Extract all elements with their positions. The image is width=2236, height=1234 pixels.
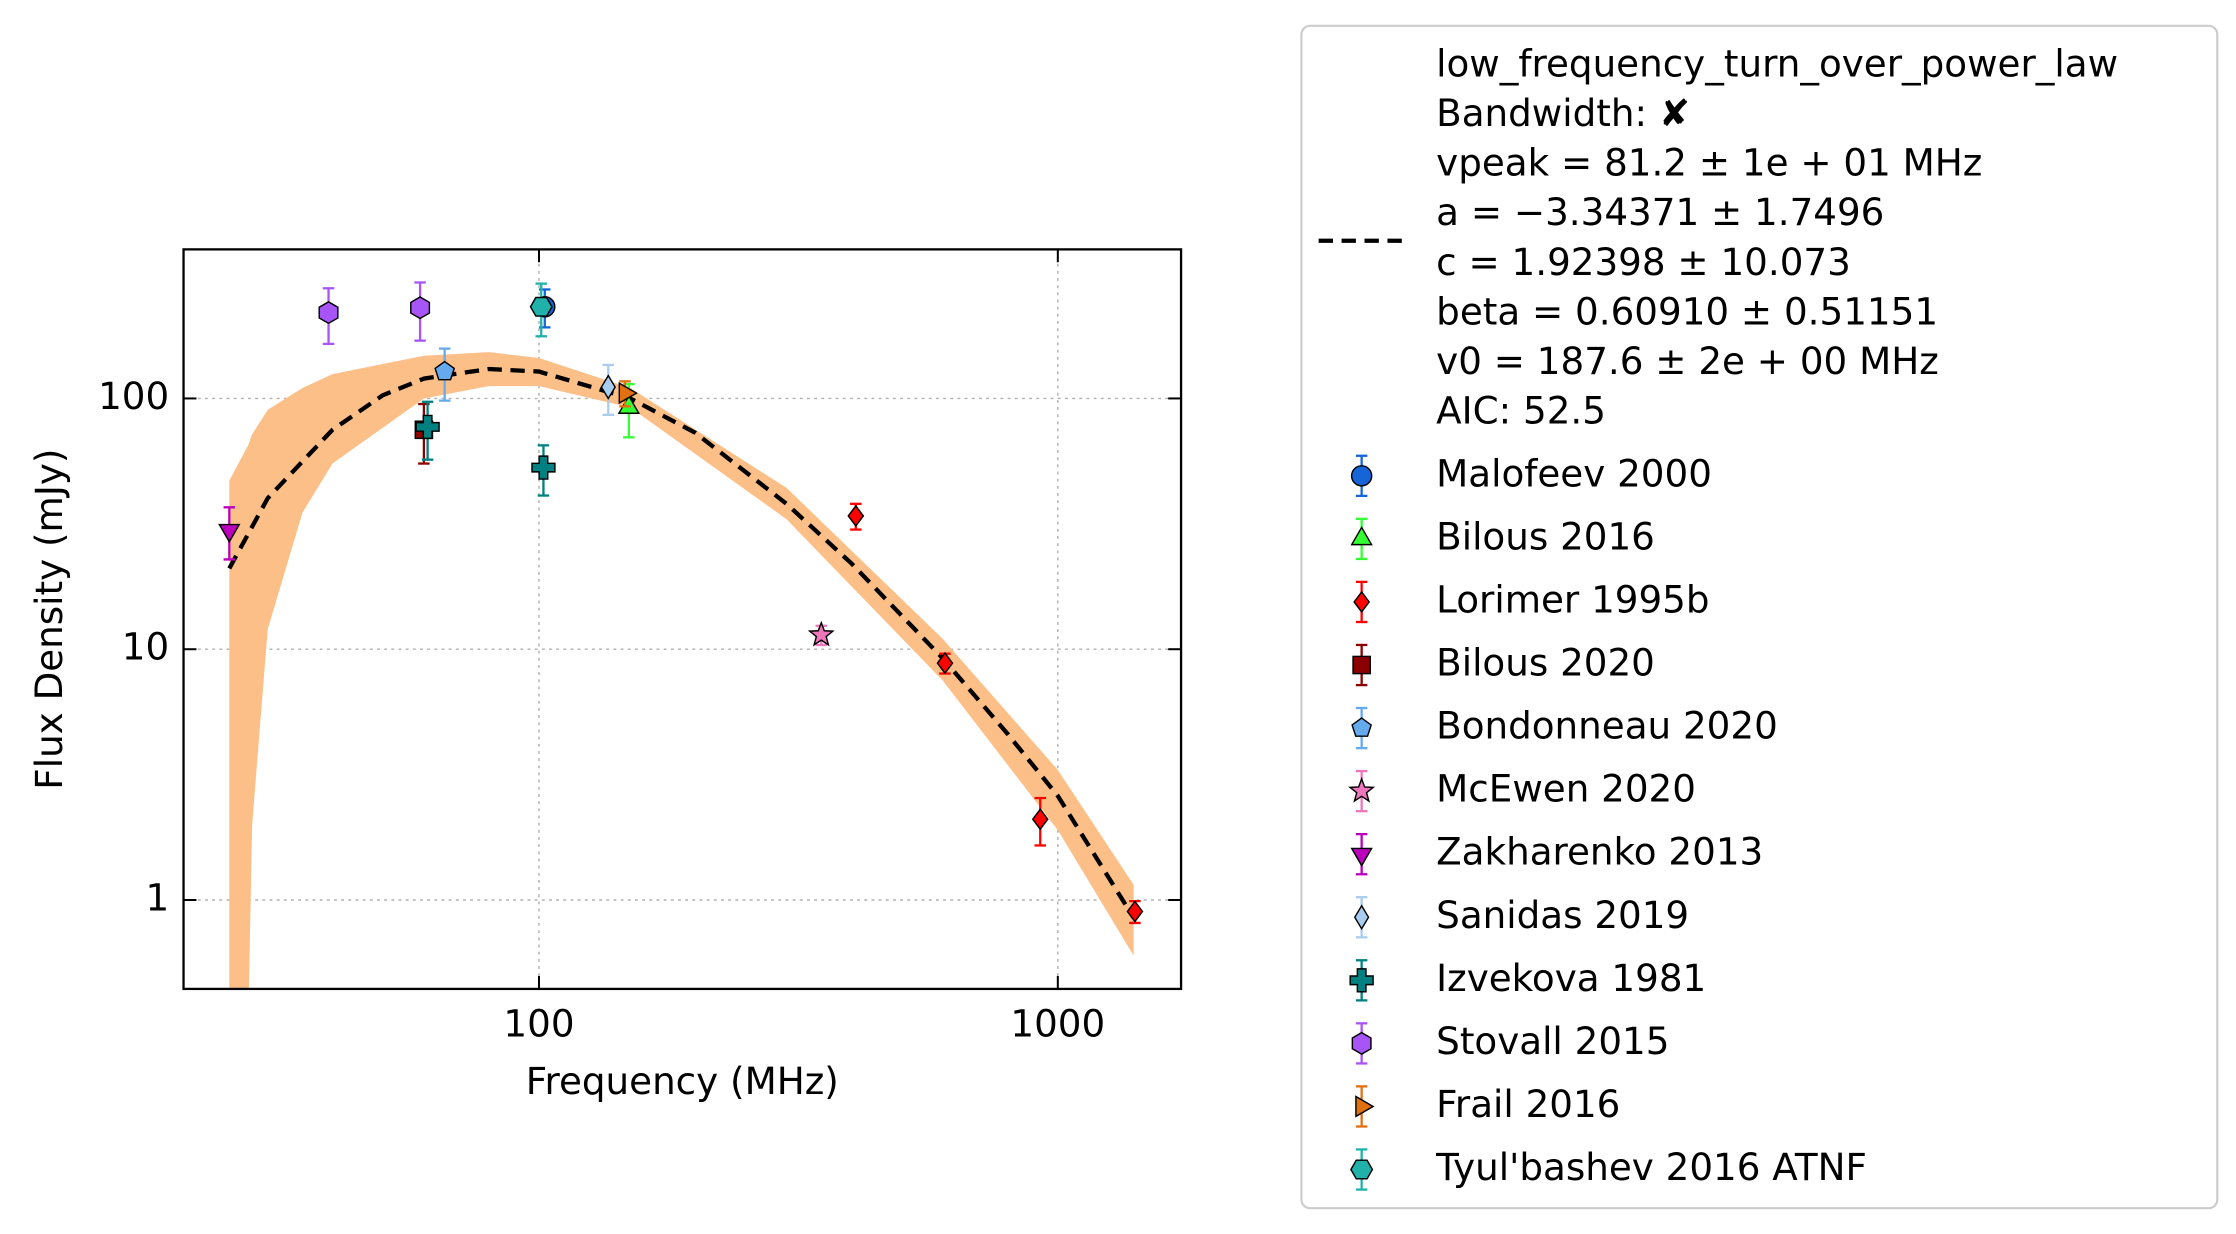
fit-line (227, 366, 1136, 919)
legend-box (1300, 24, 2219, 1210)
legend-marker (1348, 776, 1376, 803)
plot-area (183, 249, 1182, 989)
fit-uncertainty-band (229, 352, 1134, 989)
legend-marker (1353, 590, 1371, 614)
legend-marker (1355, 1095, 1375, 1118)
legend-label: Bilous 2016 (1436, 514, 1655, 558)
legend-fit-label: Bandwidth: ✘ (1436, 91, 1690, 135)
legend-label: Lorimer 1995b (1436, 577, 1709, 621)
data-point (847, 504, 865, 528)
data-point (410, 296, 431, 320)
data-point (617, 394, 641, 414)
legend-label: Sanidas 2019 (1436, 893, 1689, 937)
x-tick-label: 1000 (1010, 1002, 1105, 1046)
data-point (936, 651, 954, 675)
x-tick-label: 100 (503, 1002, 574, 1046)
x-axis-label: Frequency (MHz) (526, 1059, 839, 1103)
legend-marker (1350, 847, 1373, 868)
y-tick-label: 1 (146, 875, 170, 919)
data-point (618, 381, 638, 405)
legend: low_frequency_turn_over_power_law Bandwid… (1318, 41, 2118, 1191)
legend-fit-label: c = 1.92398 ± 10.073 (1436, 240, 1851, 284)
legend-marker (1350, 465, 1373, 487)
legend-label: Bilous 2020 (1436, 641, 1655, 685)
legend-fit-label: low_frequency_turn_over_power_law (1436, 41, 2118, 85)
legend-fit-label: v0 = 187.6 ± 2e + 00 MHz (1436, 339, 1939, 383)
y-tick-label: 10 (122, 625, 169, 669)
legend-marker (1350, 1159, 1374, 1180)
legend-marker (1353, 904, 1370, 931)
legend-marker (1351, 717, 1373, 737)
legend-marker (1349, 968, 1374, 993)
legend-label: McEwen 2020 (1436, 767, 1696, 811)
data-point (529, 296, 553, 317)
legend-label: Izvekova 1981 (1436, 956, 1706, 1000)
data-point (434, 360, 456, 381)
legend-fit-label: AIC: 52.5 (1436, 389, 1606, 433)
legend-label: Zakharenko 2013 (1436, 830, 1763, 874)
y-axis-label: Flux Density (mJy) (27, 449, 71, 790)
data-point (1031, 807, 1049, 831)
legend-marker (1350, 525, 1373, 546)
data-point (318, 300, 339, 325)
y-tick-label: 100 (98, 374, 169, 418)
legend-label: Stovall 2015 (1436, 1019, 1669, 1063)
data-point (807, 620, 835, 647)
legend-label: Bondonneau 2020 (1436, 704, 1778, 748)
legend-label: Malofeev 2000 (1436, 451, 1712, 495)
axes-frame (182, 248, 1183, 991)
legend-fit-label: a = −3.34371 ± 1.7496 (1436, 190, 1884, 234)
legend-marker (1351, 1031, 1372, 1055)
data-point (415, 414, 440, 440)
legend-fit-label: beta = 0.60910 ± 0.51151 (1436, 289, 1938, 333)
legend-label: Tyul'bashev 2016 ATNF (1435, 1145, 1867, 1189)
legend-marker (1352, 655, 1371, 675)
data-point (218, 523, 241, 544)
data-point (600, 374, 616, 400)
data-point (531, 455, 556, 480)
legend-fit-label: vpeak = 81.2 ± 1e + 01 MHz (1436, 141, 1982, 185)
data-point (1126, 900, 1144, 923)
legend-label: Frail 2016 (1436, 1082, 1620, 1126)
